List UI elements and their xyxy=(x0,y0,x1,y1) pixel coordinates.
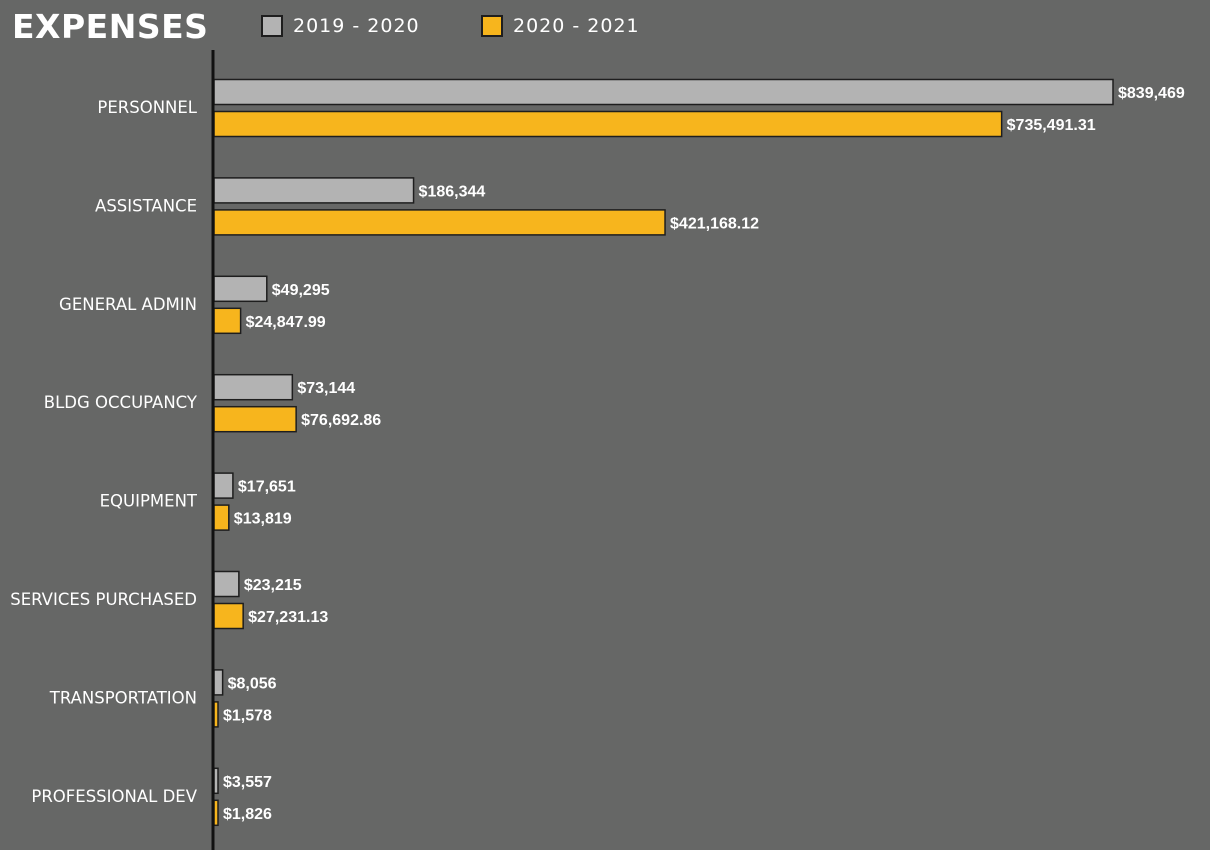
category-label-equipment: EQUIPMENT xyxy=(100,492,198,511)
legend-swatch-2019-2020 xyxy=(261,15,283,37)
legend-label-2020-2021: 2020 - 2021 xyxy=(513,15,640,37)
legend-swatch-2020-2021 xyxy=(481,15,503,37)
bar-transportation-2020-2021 xyxy=(213,701,219,728)
category-label-general-admin: GENERAL ADMIN xyxy=(59,295,197,314)
data-label-transportation-2019-2020: $8,056 xyxy=(228,675,277,692)
bar-general-admin-2019-2020 xyxy=(213,275,268,303)
data-label-professional-dev-2019-2020: $3,557 xyxy=(223,774,272,791)
bar-bldg-occupancy-2020-2021 xyxy=(213,405,297,433)
bar-professional-dev-2020-2021 xyxy=(213,799,219,827)
data-label-personnel-2019-2020: $839,469 xyxy=(1118,85,1185,102)
category-label-bldg-occupancy: BLDG OCCUPANCY xyxy=(44,393,198,412)
data-label-transportation-2020-2021: $1,578 xyxy=(223,707,272,724)
category-label-professional-dev: PROFESSIONAL DEV xyxy=(31,787,197,806)
bar-bldg-occupancy-2019-2020 xyxy=(213,373,294,401)
legend-item-2019-2020: 2019 - 2020 xyxy=(261,12,420,40)
data-label-professional-dev-2020-2021: $1,826 xyxy=(223,806,272,823)
data-label-bldg-occupancy-2019-2020: $73,144 xyxy=(297,380,355,397)
category-label-personnel: PERSONNEL xyxy=(97,98,197,117)
data-label-general-admin-2019-2020: $49,295 xyxy=(272,282,330,299)
data-label-services-purchased-2020-2021: $27,231.13 xyxy=(248,609,328,626)
data-label-services-purchased-2019-2020: $23,215 xyxy=(244,577,302,594)
category-label-services-purchased: SERVICES PURCHASED xyxy=(10,590,197,609)
bar-personnel-2019-2020 xyxy=(213,78,1114,106)
bar-general-admin-2020-2021 xyxy=(213,307,242,335)
data-label-assistance-2019-2020: $186,344 xyxy=(419,183,486,200)
bar-equipment-2020-2021 xyxy=(213,504,230,531)
data-label-equipment-2019-2020: $17,651 xyxy=(238,479,296,496)
bar-assistance-2020-2021 xyxy=(213,209,666,236)
bar-assistance-2019-2020 xyxy=(213,177,415,204)
bar-equipment-2019-2020 xyxy=(213,472,234,499)
legend-label-2019-2020: 2019 - 2020 xyxy=(293,15,420,37)
bar-personnel-2020-2021 xyxy=(213,110,1003,138)
bar-services-purchased-2020-2021 xyxy=(213,602,244,630)
category-label-assistance: ASSISTANCE xyxy=(95,196,197,215)
category-label-transportation: TRANSPORTATION xyxy=(49,688,197,707)
bar-services-purchased-2019-2020 xyxy=(213,570,240,598)
data-label-personnel-2020-2021: $735,491.31 xyxy=(1007,117,1096,134)
legend-item-2020-2021: 2020 - 2021 xyxy=(481,12,640,40)
data-label-assistance-2020-2021: $421,168.12 xyxy=(670,215,759,232)
data-label-equipment-2020-2021: $13,819 xyxy=(234,511,292,528)
data-label-general-admin-2020-2021: $24,847.99 xyxy=(246,314,326,331)
data-label-bldg-occupancy-2020-2021: $76,692.86 xyxy=(301,412,381,429)
bar-transportation-2019-2020 xyxy=(213,669,224,696)
chart-title: EXPENSES xyxy=(12,7,209,46)
bar-professional-dev-2019-2020 xyxy=(213,767,219,795)
